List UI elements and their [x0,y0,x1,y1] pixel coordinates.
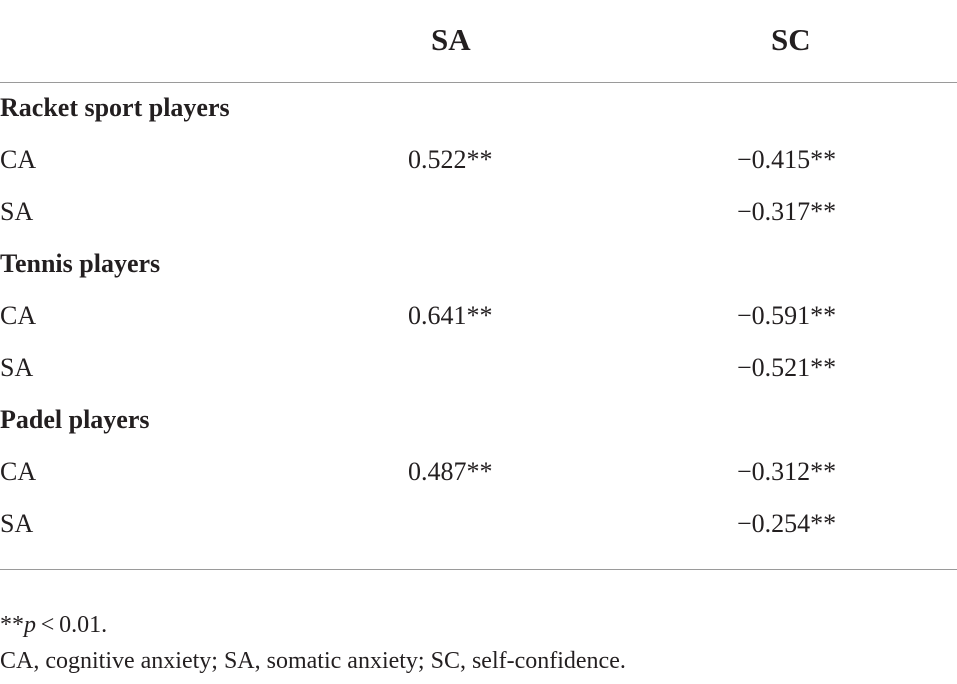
group-header-row: Padel players [0,394,957,446]
cell-sc: −0.254** [737,509,837,538]
group-title: Racket sport players [0,93,230,122]
abbreviations-footnote: CA, cognitive anxiety; SA, somatic anxie… [0,648,626,674]
table-header: SA SC [0,0,957,83]
column-header-sc: SC [771,22,811,57]
table-bottom-rule [0,569,957,570]
footnote-prefix: ** [0,612,24,638]
row-label: SA [0,197,34,226]
group-header-row: Racket sport players [0,82,957,134]
table-row: CA 0.641** −0.591** [0,290,957,342]
cell-sc: −0.317** [737,197,837,226]
cell-sc: −0.415** [737,145,837,174]
row-label: CA [0,301,37,330]
row-label: CA [0,457,37,486]
row-label: SA [0,353,34,382]
cell-sa: 0.641** [408,301,493,330]
row-label: CA [0,145,37,174]
significance-footnote: **p < 0.01. [0,609,107,641]
table-row: SA −0.521** [0,342,957,394]
group-title: Padel players [0,405,150,434]
cell-sc: −0.591** [737,301,837,330]
row-label: SA [0,509,34,538]
group-title: Tennis players [0,249,161,278]
footnote-p-symbol: p [24,612,36,638]
footnote-threshold: < 0.01. [36,612,108,638]
group-header-row: Tennis players [0,238,957,290]
cell-sa: 0.522** [408,145,493,174]
cell-sa: 0.487** [408,457,493,486]
table-row: SA −0.254** [0,498,957,550]
cell-sc: −0.521** [737,353,837,382]
table-row: SA −0.317** [0,186,957,238]
table-row: CA 0.522** −0.415** [0,134,957,186]
table-row: CA 0.487** −0.312** [0,446,957,498]
cell-sc: −0.312** [737,457,837,486]
column-header-sa: SA [431,22,471,57]
